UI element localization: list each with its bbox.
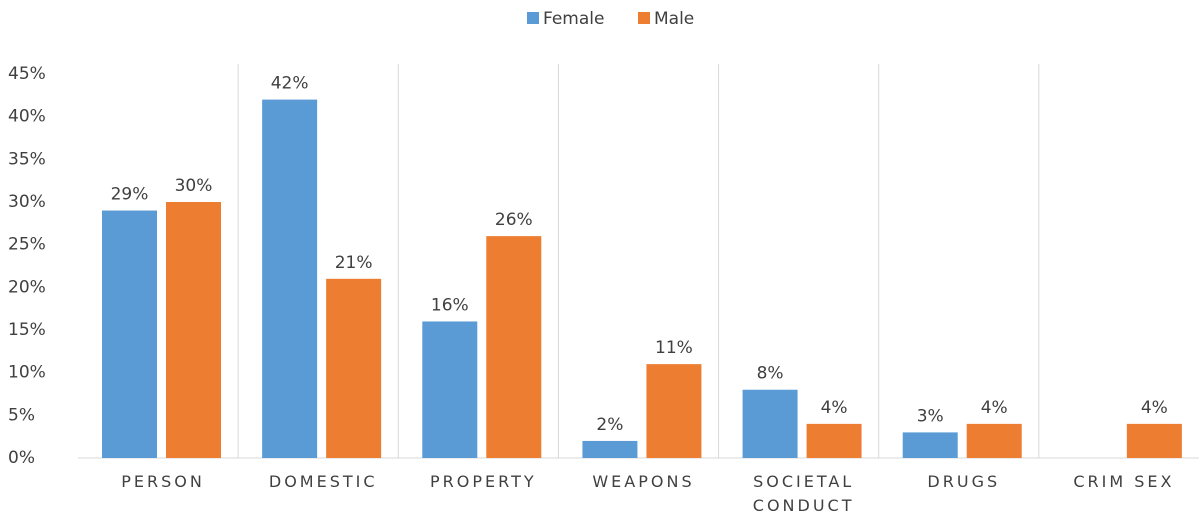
- y-tick-label: 10%: [8, 363, 46, 383]
- data-label: 2%: [596, 415, 623, 435]
- x-tick-label: CRIM SEX: [1073, 472, 1175, 491]
- data-label: 8%: [757, 364, 784, 384]
- bar: [646, 364, 702, 458]
- y-tick-label: 40%: [8, 107, 46, 127]
- y-tick-label: 15%: [8, 320, 46, 340]
- data-label: 29%: [111, 185, 149, 205]
- data-label: 4%: [821, 398, 848, 418]
- bar: [102, 210, 157, 458]
- bar: [486, 236, 542, 458]
- legend-swatch: [527, 12, 539, 24]
- data-label: 3%: [917, 406, 944, 426]
- bar: [262, 99, 318, 458]
- data-label: 42%: [271, 74, 309, 94]
- y-tick-label: 25%: [8, 235, 46, 255]
- bar: [742, 389, 798, 458]
- data-label: 26%: [495, 210, 533, 230]
- data-label: 11%: [655, 338, 693, 358]
- bar: [1126, 423, 1182, 458]
- bar: [166, 202, 221, 458]
- data-label: 4%: [1141, 398, 1168, 418]
- x-tick-label: DOMESTIC: [268, 472, 378, 491]
- data-label: 16%: [431, 295, 469, 315]
- legend-label: Female: [543, 9, 604, 29]
- data-label: 21%: [335, 253, 373, 273]
- x-tick-label: PERSON: [121, 472, 205, 491]
- bar: [902, 432, 958, 458]
- y-tick-label: 45%: [8, 64, 46, 84]
- data-label: 30%: [175, 176, 213, 196]
- data-label: 4%: [981, 398, 1008, 418]
- legend-swatch: [638, 12, 650, 24]
- x-tick-label: DRUGS: [927, 472, 1001, 491]
- bar: [422, 321, 478, 458]
- x-tick-label: SOCIETAL CONDUCT: [752, 472, 855, 515]
- bar: [582, 440, 638, 458]
- y-tick-label: 5%: [8, 405, 35, 425]
- bar: [326, 278, 382, 458]
- y-tick-label: 0%: [8, 448, 35, 468]
- x-tick-label: PROPERTY: [430, 472, 537, 491]
- bar: [806, 423, 862, 458]
- y-tick-label: 20%: [8, 277, 46, 297]
- y-tick-label: 30%: [8, 192, 46, 212]
- x-tick-label: WEAPONS: [592, 472, 695, 491]
- legend-label: Male: [654, 9, 694, 29]
- y-tick-label: 35%: [8, 149, 46, 169]
- bar: [966, 423, 1022, 458]
